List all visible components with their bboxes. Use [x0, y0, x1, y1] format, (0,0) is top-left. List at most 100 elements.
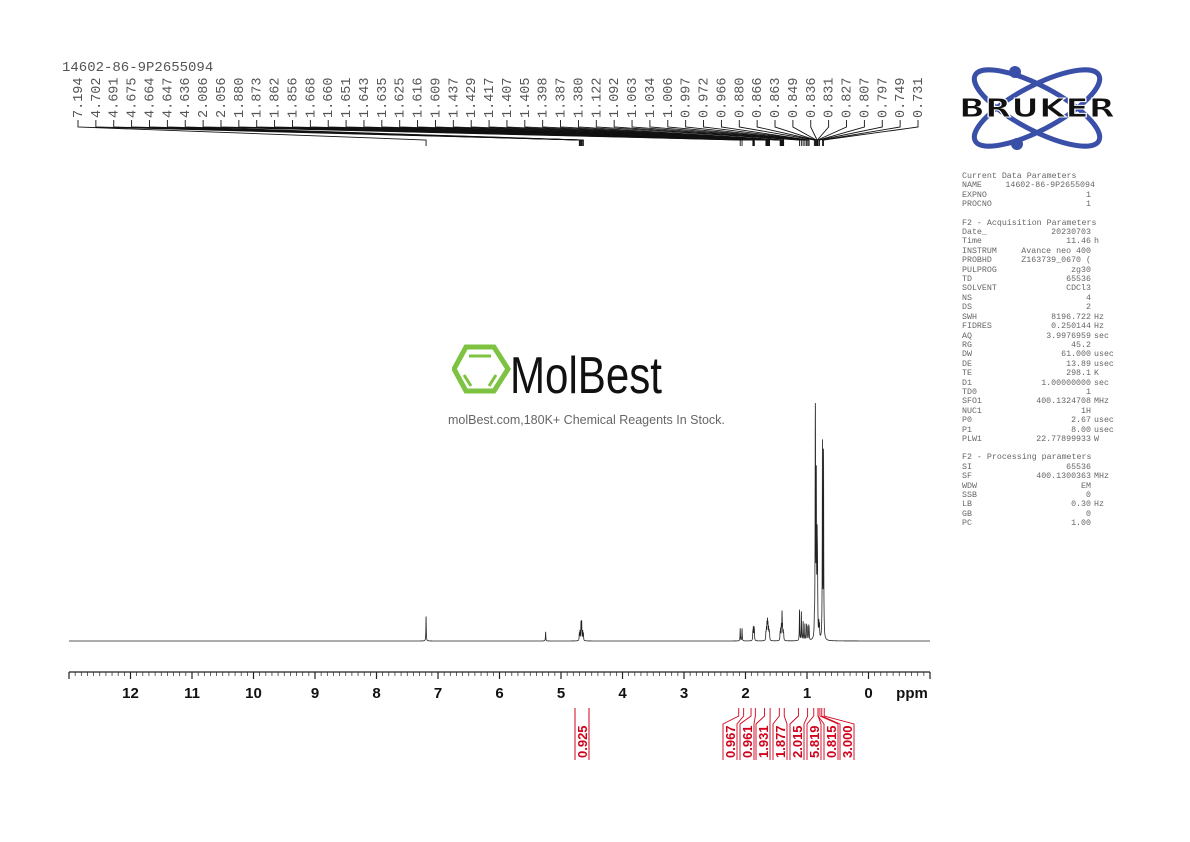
parameter-label: NUC1 [962, 406, 982, 416]
parameter-value: 2.67 [1071, 416, 1091, 426]
parameter-value: 0 [1086, 491, 1091, 500]
peak-label: 0.972 [698, 77, 713, 118]
parameter-value: EM [1081, 481, 1091, 491]
peak-label-connector [542, 120, 783, 146]
parameter-unit: h [1094, 237, 1099, 247]
integral-bracket [722, 708, 745, 760]
peak-label-connector [817, 120, 847, 146]
parameter-row-procno: PROCNO 1 [962, 200, 1118, 209]
peak-label: 4.647 [161, 77, 176, 118]
integral-1: 0.967 [722, 708, 745, 760]
peak-label: 1.635 [376, 77, 391, 118]
peak-label: 0.797 [876, 77, 891, 118]
peak-label: 1.122 [590, 77, 605, 118]
parameter-value: 0.30 [1071, 500, 1091, 510]
tick-label: 12 [122, 685, 139, 702]
parameter-value: 14602-86-9P2655094 [1005, 181, 1095, 191]
parameter-label: PROCNO [962, 200, 992, 210]
parameter-value: 0 [1086, 509, 1091, 519]
parameter-row-instrum: INSTRUM Avance neo 400 [962, 247, 1118, 256]
tick-label: 1 [803, 685, 811, 702]
parameter-value: 1.00000000 [1041, 378, 1091, 388]
parameter-label: INSTRUM [962, 246, 997, 256]
integral-8: 3.000 [821, 708, 855, 760]
parameter-row-swh: SWH 8196.722 Hz [962, 313, 1118, 322]
parameter-unit [1091, 294, 1118, 303]
peak-label-connector [738, 120, 815, 146]
peak-label-connector [667, 120, 808, 146]
tick-label: 2 [741, 685, 749, 702]
peak-label: 4.675 [126, 77, 141, 118]
parameter-value: 8196.722 [1051, 312, 1091, 322]
parameter-unit [1095, 181, 1118, 190]
parameter-unit [1091, 266, 1118, 275]
peak-label: 1.380 [572, 77, 587, 118]
axis-label: ppm [896, 685, 928, 702]
parameter-unit [1091, 388, 1118, 397]
peak-label: 0.866 [751, 77, 766, 118]
parameter-label: AQ [962, 331, 972, 341]
parameter-value: 400.1324708 [1036, 397, 1091, 407]
parameter-value: 400.1300363 [1036, 472, 1091, 482]
parameter-heading: F2 - Processing parameters [962, 453, 1092, 463]
parameter-row-te: TE 298.1 K [962, 369, 1118, 378]
peak-label: 1.063 [626, 77, 641, 118]
peak-label: 1.006 [662, 77, 677, 118]
tick-label: 6 [495, 685, 503, 702]
parameter-unit [1091, 510, 1118, 519]
parameter-label: SSB [962, 491, 977, 500]
parameter-value: 20230703 [1051, 228, 1091, 238]
peak-label-connector [631, 120, 804, 146]
integral-bracket [789, 708, 809, 760]
parameter-label: PC [962, 519, 972, 529]
parameter-row-p1: P1 8.00 usec [962, 426, 1118, 435]
parameter-unit [1091, 191, 1118, 200]
integral-6: 5.819 [806, 708, 822, 760]
parameter-value: 3.9976959 [1046, 331, 1091, 341]
tick-label: 3 [680, 685, 688, 702]
parameter-row-expno: EXPNO 1 [962, 191, 1118, 200]
tick-label: 11 [184, 685, 200, 702]
parameter-row-name: NAME 14602-86-9P2655094 [962, 181, 1118, 190]
peak-label: 1.862 [269, 77, 284, 118]
parameter-label: FIDRES [962, 322, 992, 332]
peak-label: 1.856 [286, 77, 301, 118]
parameter-value: 11.46 [1066, 237, 1091, 247]
parameter-label: Date_ [962, 228, 987, 238]
parameter-label: NAME [962, 181, 982, 191]
peak-label-connector [720, 120, 810, 146]
parameter-label: DW [962, 350, 972, 360]
parameter-value: 8.00 [1071, 425, 1091, 435]
peak-label: 1.660 [322, 77, 337, 118]
parameter-value: 1 [1086, 200, 1091, 210]
parameter-unit [1091, 200, 1118, 209]
tick-label: 8 [372, 685, 380, 702]
integral-bracket [739, 708, 756, 760]
peak-label-connector [595, 120, 800, 146]
parameter-row-de: DE 13.89 usec [962, 360, 1118, 369]
peak-label: 7.194 [72, 77, 87, 118]
peak-label: 1.651 [340, 77, 355, 118]
parameter-label: EXPNO [962, 190, 987, 200]
peak-label: 0.863 [769, 77, 784, 118]
parameter-heading: F2 - Acquisition Parameters [962, 218, 1097, 228]
parameter-label: DS [962, 303, 972, 313]
integral-bracket [821, 708, 855, 760]
molbest-logo: MolBest [451, 343, 667, 405]
parameter-label: TD [962, 275, 972, 285]
tick-label: 9 [311, 685, 319, 702]
parameter-heading: Current Data Parameters [962, 172, 1077, 181]
parameter-value: zg30 [1071, 265, 1091, 275]
parameter-row-aq: AQ 3.9976959 sec [962, 332, 1118, 341]
peak-label: 0.836 [805, 77, 820, 118]
peak-label: 0.807 [858, 77, 873, 118]
peak-label: 1.405 [519, 77, 534, 118]
parameter-unit [1091, 482, 1118, 491]
parameter-label: NS [962, 293, 972, 303]
spectrum-line [69, 402, 930, 642]
parameter-row-ssb: SSB 0 [962, 491, 1118, 500]
parameter-row-rg: RG 45.2 [962, 341, 1118, 350]
molbest-wordmark: MolBest [510, 347, 662, 397]
integral-value: 1.877 [773, 725, 788, 758]
